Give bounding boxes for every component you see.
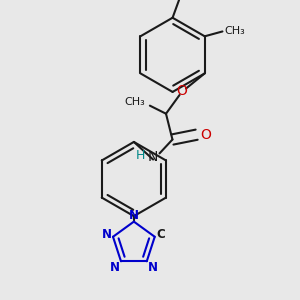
Text: C: C	[157, 228, 166, 241]
Text: N: N	[148, 261, 158, 274]
Text: CH₃: CH₃	[124, 98, 145, 107]
Text: N: N	[102, 228, 112, 241]
Text: H: H	[136, 149, 145, 162]
Text: O: O	[177, 84, 188, 98]
Text: N: N	[148, 150, 158, 164]
Text: O: O	[200, 128, 211, 142]
Text: CH₃: CH₃	[225, 26, 245, 37]
Text: N: N	[110, 261, 120, 274]
Text: N: N	[129, 209, 139, 222]
